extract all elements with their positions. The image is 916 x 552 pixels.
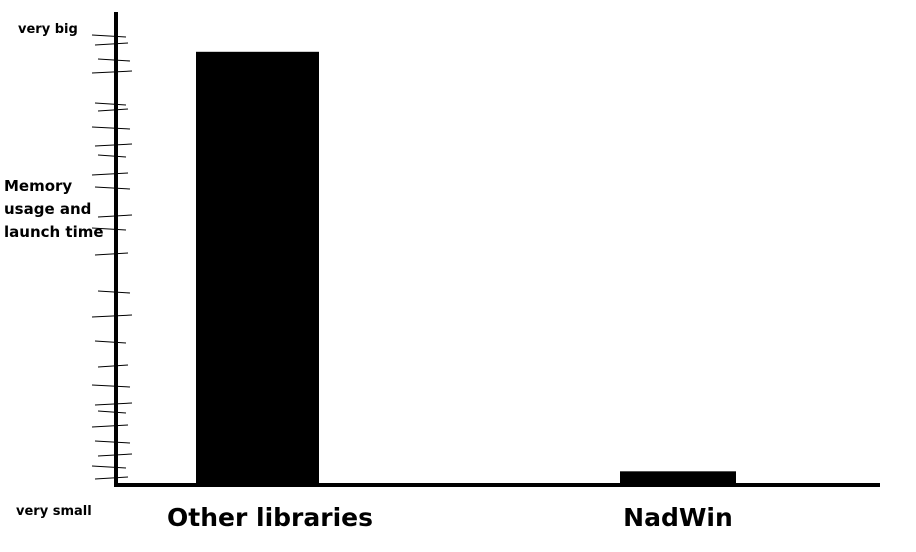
y-axis-tick (94, 402, 133, 406)
y-axis-tick (94, 42, 129, 46)
y-axis-bottom-label: very small (16, 504, 92, 519)
y-axis-tick (91, 424, 129, 428)
x-axis-category-labels: Other libraries NadWin (167, 503, 733, 532)
bar-nadwin (620, 471, 736, 485)
y-axis-ticks (91, 34, 133, 480)
y-axis-tick (97, 364, 129, 368)
category-label-nadwin: NadWin (623, 503, 733, 532)
y-axis-tick (91, 227, 127, 231)
y-axis-tick (91, 70, 133, 74)
y-axis-title-line-2: usage and (4, 200, 91, 218)
y-axis-tick (94, 340, 127, 344)
category-label-other-libraries: Other libraries (167, 503, 373, 532)
bar-other-libraries (196, 51, 319, 486)
y-axis-tick (94, 252, 129, 256)
y-axis-tick (91, 126, 131, 130)
y-axis-tick (94, 440, 131, 444)
y-axis-tick (97, 108, 129, 112)
y-axis-top-label: very big (18, 22, 78, 37)
bars (196, 51, 736, 486)
y-axis-tick (94, 186, 131, 190)
y-axis-tick (94, 476, 129, 480)
y-axis-tick (94, 143, 133, 147)
y-axis-tick (91, 465, 127, 469)
y-axis-tick (91, 314, 133, 318)
y-axis-tick (91, 34, 127, 38)
y-axis-tick (91, 384, 131, 388)
y-axis-tick (91, 172, 129, 176)
y-axis-title-line-1: Memory (4, 177, 72, 195)
y-axis-tick (97, 410, 127, 414)
y-axis-title-line-3: launch time (4, 223, 104, 241)
y-axis-tick (94, 102, 127, 106)
y-axis-tick (97, 154, 127, 158)
